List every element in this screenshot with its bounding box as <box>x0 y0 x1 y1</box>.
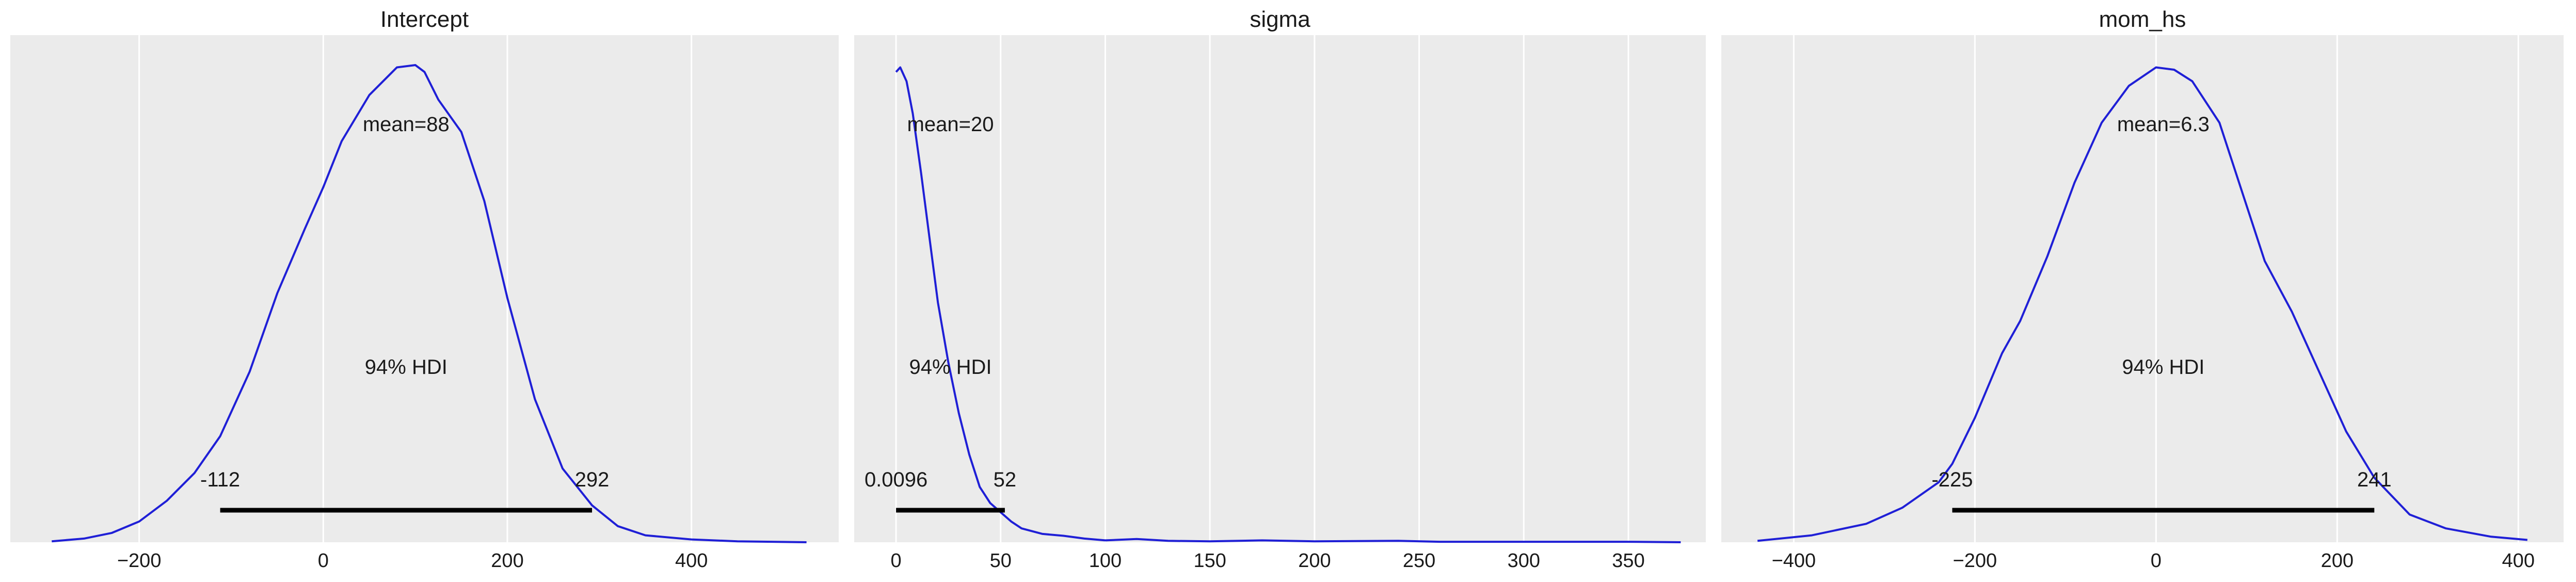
panel-1-x-tick-label: 50 <box>990 550 1012 572</box>
panel-0-density-curve <box>52 64 807 543</box>
panel-2-hdi-high-label: 241 <box>2357 468 2392 491</box>
panel-2-mean-label: mean=6.3 <box>2117 113 2210 136</box>
panel-2-x-tick-label: −200 <box>1953 550 1997 572</box>
panel-1-background <box>854 35 1706 542</box>
panel-1-hdi-label: 94% HDI <box>909 356 991 379</box>
panel-0-mean-label: mean=88 <box>363 113 450 136</box>
panel-2-x-tick-label: 200 <box>2321 550 2354 572</box>
panel-2-x-tick-label: 400 <box>2502 550 2535 572</box>
panel-1-mean-label: mean=20 <box>907 113 994 136</box>
panel-1-x-tick-label: 250 <box>1403 550 1435 572</box>
panel-0-hdi-label: 94% HDI <box>365 356 447 379</box>
panel-0-hdi-high-label: 292 <box>575 468 610 491</box>
panel-0-background <box>10 35 839 542</box>
panel-0-x-tick-label: 400 <box>675 550 708 572</box>
panel-2-density-curve <box>1757 66 2527 542</box>
panel-1-x-tick-label: 300 <box>1508 550 1540 572</box>
panel-1-x-tick-label: 200 <box>1298 550 1331 572</box>
panel-0-hdi-low-label: -112 <box>200 468 240 491</box>
panel-2-x-tick-label: 0 <box>2151 550 2162 572</box>
panel-1-x-tick-label: 100 <box>1089 550 1122 572</box>
panel-2-x-tick-label: −400 <box>1772 550 1816 572</box>
panel-2-background <box>1721 35 2564 542</box>
panel-0-x-tick-label: 200 <box>491 550 523 572</box>
panel-0-x-tick-label: −200 <box>117 550 162 572</box>
panel-2-hdi-low-label: -225 <box>1931 468 1973 491</box>
panel-0-x-tick-label: 0 <box>318 550 329 572</box>
panel-1-density-curve <box>895 66 1681 543</box>
panel-1-x-tick-label: 0 <box>891 550 902 572</box>
panel-1-hdi-high-label: 52 <box>994 468 1017 491</box>
panel-1-title: sigma <box>1250 7 1310 32</box>
panel-2-title: mom_hs <box>2099 7 2186 32</box>
panel-2-hdi-label: 94% HDI <box>2122 356 2204 379</box>
panel-1-hdi-low-label: 0.0096 <box>865 468 927 491</box>
panel-0-title: Intercept <box>380 7 469 32</box>
panel-1-x-tick-label: 150 <box>1193 550 1226 572</box>
panel-1-x-tick-label: 350 <box>1612 550 1644 572</box>
